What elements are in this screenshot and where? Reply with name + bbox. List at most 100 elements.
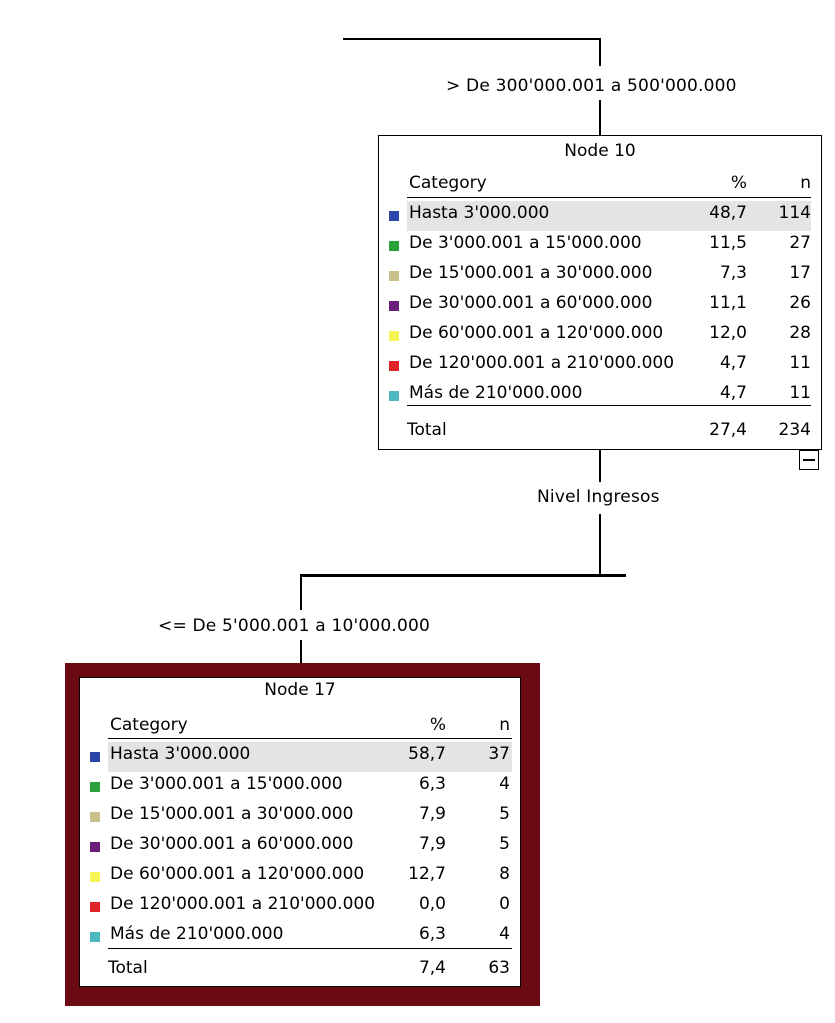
- category-swatch: [389, 331, 399, 341]
- category-n: 4: [499, 774, 510, 794]
- total-rule: [108, 948, 512, 949]
- category-n: 11: [789, 353, 811, 373]
- category-swatch: [389, 271, 399, 281]
- category-n: 26: [789, 293, 811, 313]
- category-n: 5: [499, 834, 510, 854]
- category-n: 5: [499, 804, 510, 824]
- category-percent: 6,3: [418, 774, 446, 794]
- category-swatch: [389, 391, 399, 401]
- connector-left-vertical: [300, 574, 302, 610]
- split-variable-label: Nivel Ingresos: [537, 487, 660, 507]
- node-title: Node 10: [564, 141, 636, 161]
- category-percent: 11,1: [709, 293, 747, 313]
- category-label: De 3'000.001 a 15'000.000: [110, 774, 343, 794]
- category-percent: 11,5: [709, 233, 747, 253]
- category-n: 114: [778, 203, 811, 223]
- category-label: Más de 210'000.000: [110, 924, 284, 944]
- list-item: De 120'000.001 a 210'000.000 0,0 0: [88, 894, 514, 924]
- category-percent: 4,7: [719, 353, 747, 373]
- category-percent: 6,3: [418, 924, 446, 944]
- list-item: De 30'000.001 a 60'000.000 7,9 5: [88, 834, 514, 864]
- category-swatch: [389, 241, 399, 251]
- category-percent: 4,7: [719, 383, 747, 403]
- category-swatch: [389, 301, 399, 311]
- percent-header: %: [730, 173, 747, 193]
- list-item: De 3'000.001 a 15'000.000 6,3 4: [88, 774, 514, 804]
- category-label: De 60'000.001 a 120'000.000: [110, 864, 365, 884]
- category-percent: 0,0: [418, 894, 446, 914]
- total-row: Total 7,4 63: [88, 958, 514, 986]
- category-n: 8: [499, 864, 510, 884]
- category-label: De 15'000.001 a 30'000.000: [409, 263, 653, 283]
- category-swatch: [389, 361, 399, 371]
- category-percent: 7,3: [719, 263, 747, 283]
- category-n: 4: [499, 924, 510, 944]
- total-label: Total: [407, 420, 447, 440]
- category-label: De 30'000.001 a 60'000.000: [110, 834, 354, 854]
- category-percent: 7,9: [418, 834, 446, 854]
- category-label: De 120'000.001 a 210'000.000: [110, 894, 376, 914]
- n-header: n: [499, 715, 510, 735]
- category-percent: 48,7: [709, 203, 747, 223]
- category-header: Category: [110, 715, 188, 735]
- category-swatch: [90, 782, 100, 792]
- total-percent: 27,4: [709, 420, 747, 440]
- total-n: 63: [488, 958, 510, 978]
- connector-node17-in: [300, 640, 302, 664]
- category-swatch: [90, 902, 100, 912]
- total-row: Total 27,4 234: [387, 420, 813, 448]
- header-rule: [108, 738, 512, 739]
- category-label: Más de 210'000.000: [409, 383, 583, 403]
- category-swatch: [90, 752, 100, 762]
- total-percent: 7,4: [418, 958, 446, 978]
- total-n: 234: [778, 420, 811, 440]
- list-item: De 120'000.001 a 210'000.000 4,7 11: [387, 353, 813, 383]
- category-label: De 60'000.001 a 120'000.000: [409, 323, 664, 343]
- category-swatch: [90, 872, 100, 882]
- connector-split-vertical: [599, 514, 601, 576]
- node-17[interactable]: Node 17 Category % n Hasta 3'000.000 58,…: [79, 677, 521, 987]
- category-label: Hasta 3'000.000: [110, 744, 251, 764]
- bottom-split-label: <= De 5'000.001 a 10'000.000: [158, 616, 431, 636]
- total-label: Total: [108, 958, 148, 978]
- category-n: 27: [789, 233, 811, 253]
- list-item: De 60'000.001 a 120'000.000 12,7 8: [88, 864, 514, 894]
- node-title: Node 17: [264, 680, 336, 700]
- category-swatch: [90, 932, 100, 942]
- connector-node10-in: [599, 100, 601, 135]
- connector-top-horizontal: [343, 38, 601, 40]
- category-swatch: [90, 812, 100, 822]
- category-label: De 3'000.001 a 15'000.000: [409, 233, 642, 253]
- category-n: 17: [789, 263, 811, 283]
- row-highlight: [407, 201, 811, 231]
- connector-top-vertical: [599, 38, 601, 66]
- category-label: De 30'000.001 a 60'000.000: [409, 293, 653, 313]
- connector-node10-out: [599, 450, 601, 482]
- category-n: 28: [789, 323, 811, 343]
- list-item: Hasta 3'000.000 58,7 37: [88, 744, 514, 774]
- n-header: n: [800, 173, 811, 193]
- list-item: Más de 210'000.000 6,3 4: [88, 924, 514, 954]
- category-label: De 15'000.001 a 30'000.000: [110, 804, 354, 824]
- list-item: Más de 210'000.000 4,7 11: [387, 383, 813, 413]
- category-label: Hasta 3'000.000: [409, 203, 550, 223]
- list-item: De 60'000.001 a 120'000.000 12,0 28: [387, 323, 813, 353]
- list-item: De 15'000.001 a 30'000.000 7,9 5: [88, 804, 514, 834]
- list-item: Hasta 3'000.000 48,7 114: [387, 203, 813, 233]
- category-n: 0: [499, 894, 510, 914]
- category-n: 37: [488, 744, 510, 764]
- list-item: De 15'000.001 a 30'000.000 7,3 17: [387, 263, 813, 293]
- category-label: De 120'000.001 a 210'000.000: [409, 353, 675, 373]
- total-rule: [407, 405, 811, 406]
- category-n: 11: [789, 383, 811, 403]
- minus-icon[interactable]: [799, 450, 819, 470]
- header-rule: [407, 197, 811, 198]
- list-item: De 3'000.001 a 15'000.000 11,5 27: [387, 233, 813, 263]
- category-swatch: [90, 842, 100, 852]
- list-item: De 30'000.001 a 60'000.000 11,1 26: [387, 293, 813, 323]
- percent-header: %: [429, 715, 446, 735]
- category-percent: 12,0: [709, 323, 747, 343]
- top-split-label: > De 300'000.001 a 500'000.000: [446, 76, 737, 96]
- connector-split-horizontal: [300, 574, 626, 577]
- node-10[interactable]: Node 10 Category % n Hasta 3'000.000 48,…: [378, 135, 822, 450]
